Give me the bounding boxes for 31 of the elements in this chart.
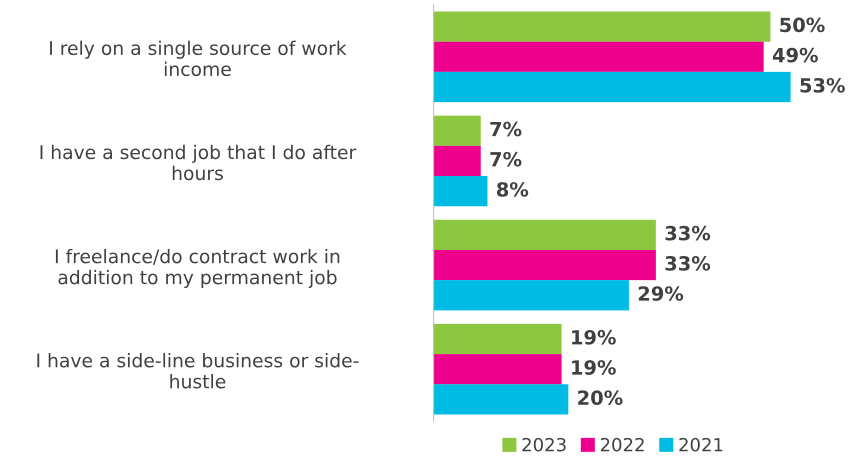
bar <box>434 146 481 176</box>
data-label: 29% <box>638 286 684 301</box>
y-tick-label: I rely on a single source of work income <box>50 40 347 76</box>
bar <box>434 176 488 206</box>
bar <box>434 42 764 72</box>
data-label: 50% <box>780 18 825 32</box>
legend-label: 2022 <box>600 438 644 452</box>
data-label: 33% <box>666 226 710 241</box>
data-label: 53% <box>800 78 845 93</box>
legend-label: 2023 <box>522 438 566 452</box>
data-label: 7% <box>490 122 522 136</box>
bar <box>434 220 656 250</box>
bar <box>434 280 629 310</box>
bar <box>434 116 481 146</box>
data-label: 19% <box>572 330 616 345</box>
data-label: 7% <box>490 152 522 167</box>
y-tick-label: I have a second job that I do after hours <box>40 144 356 180</box>
legend-label: 2021 <box>679 438 722 452</box>
data-label: 8% <box>496 182 528 197</box>
bar <box>434 324 562 354</box>
bar <box>434 384 568 414</box>
bar <box>434 12 770 42</box>
data-label: 20% <box>578 390 623 406</box>
bar <box>434 72 791 102</box>
y-tick-label: I have a side-line business or side- hustle <box>37 353 359 389</box>
y-tick-label: I freelance/do contract work in addition to my permanent job <box>56 248 340 288</box>
data-label: 19% <box>572 360 616 375</box>
data-label: 33% <box>666 256 710 271</box>
bar <box>434 250 656 280</box>
data-label: 49% <box>772 48 818 62</box>
bar <box>434 354 562 384</box>
